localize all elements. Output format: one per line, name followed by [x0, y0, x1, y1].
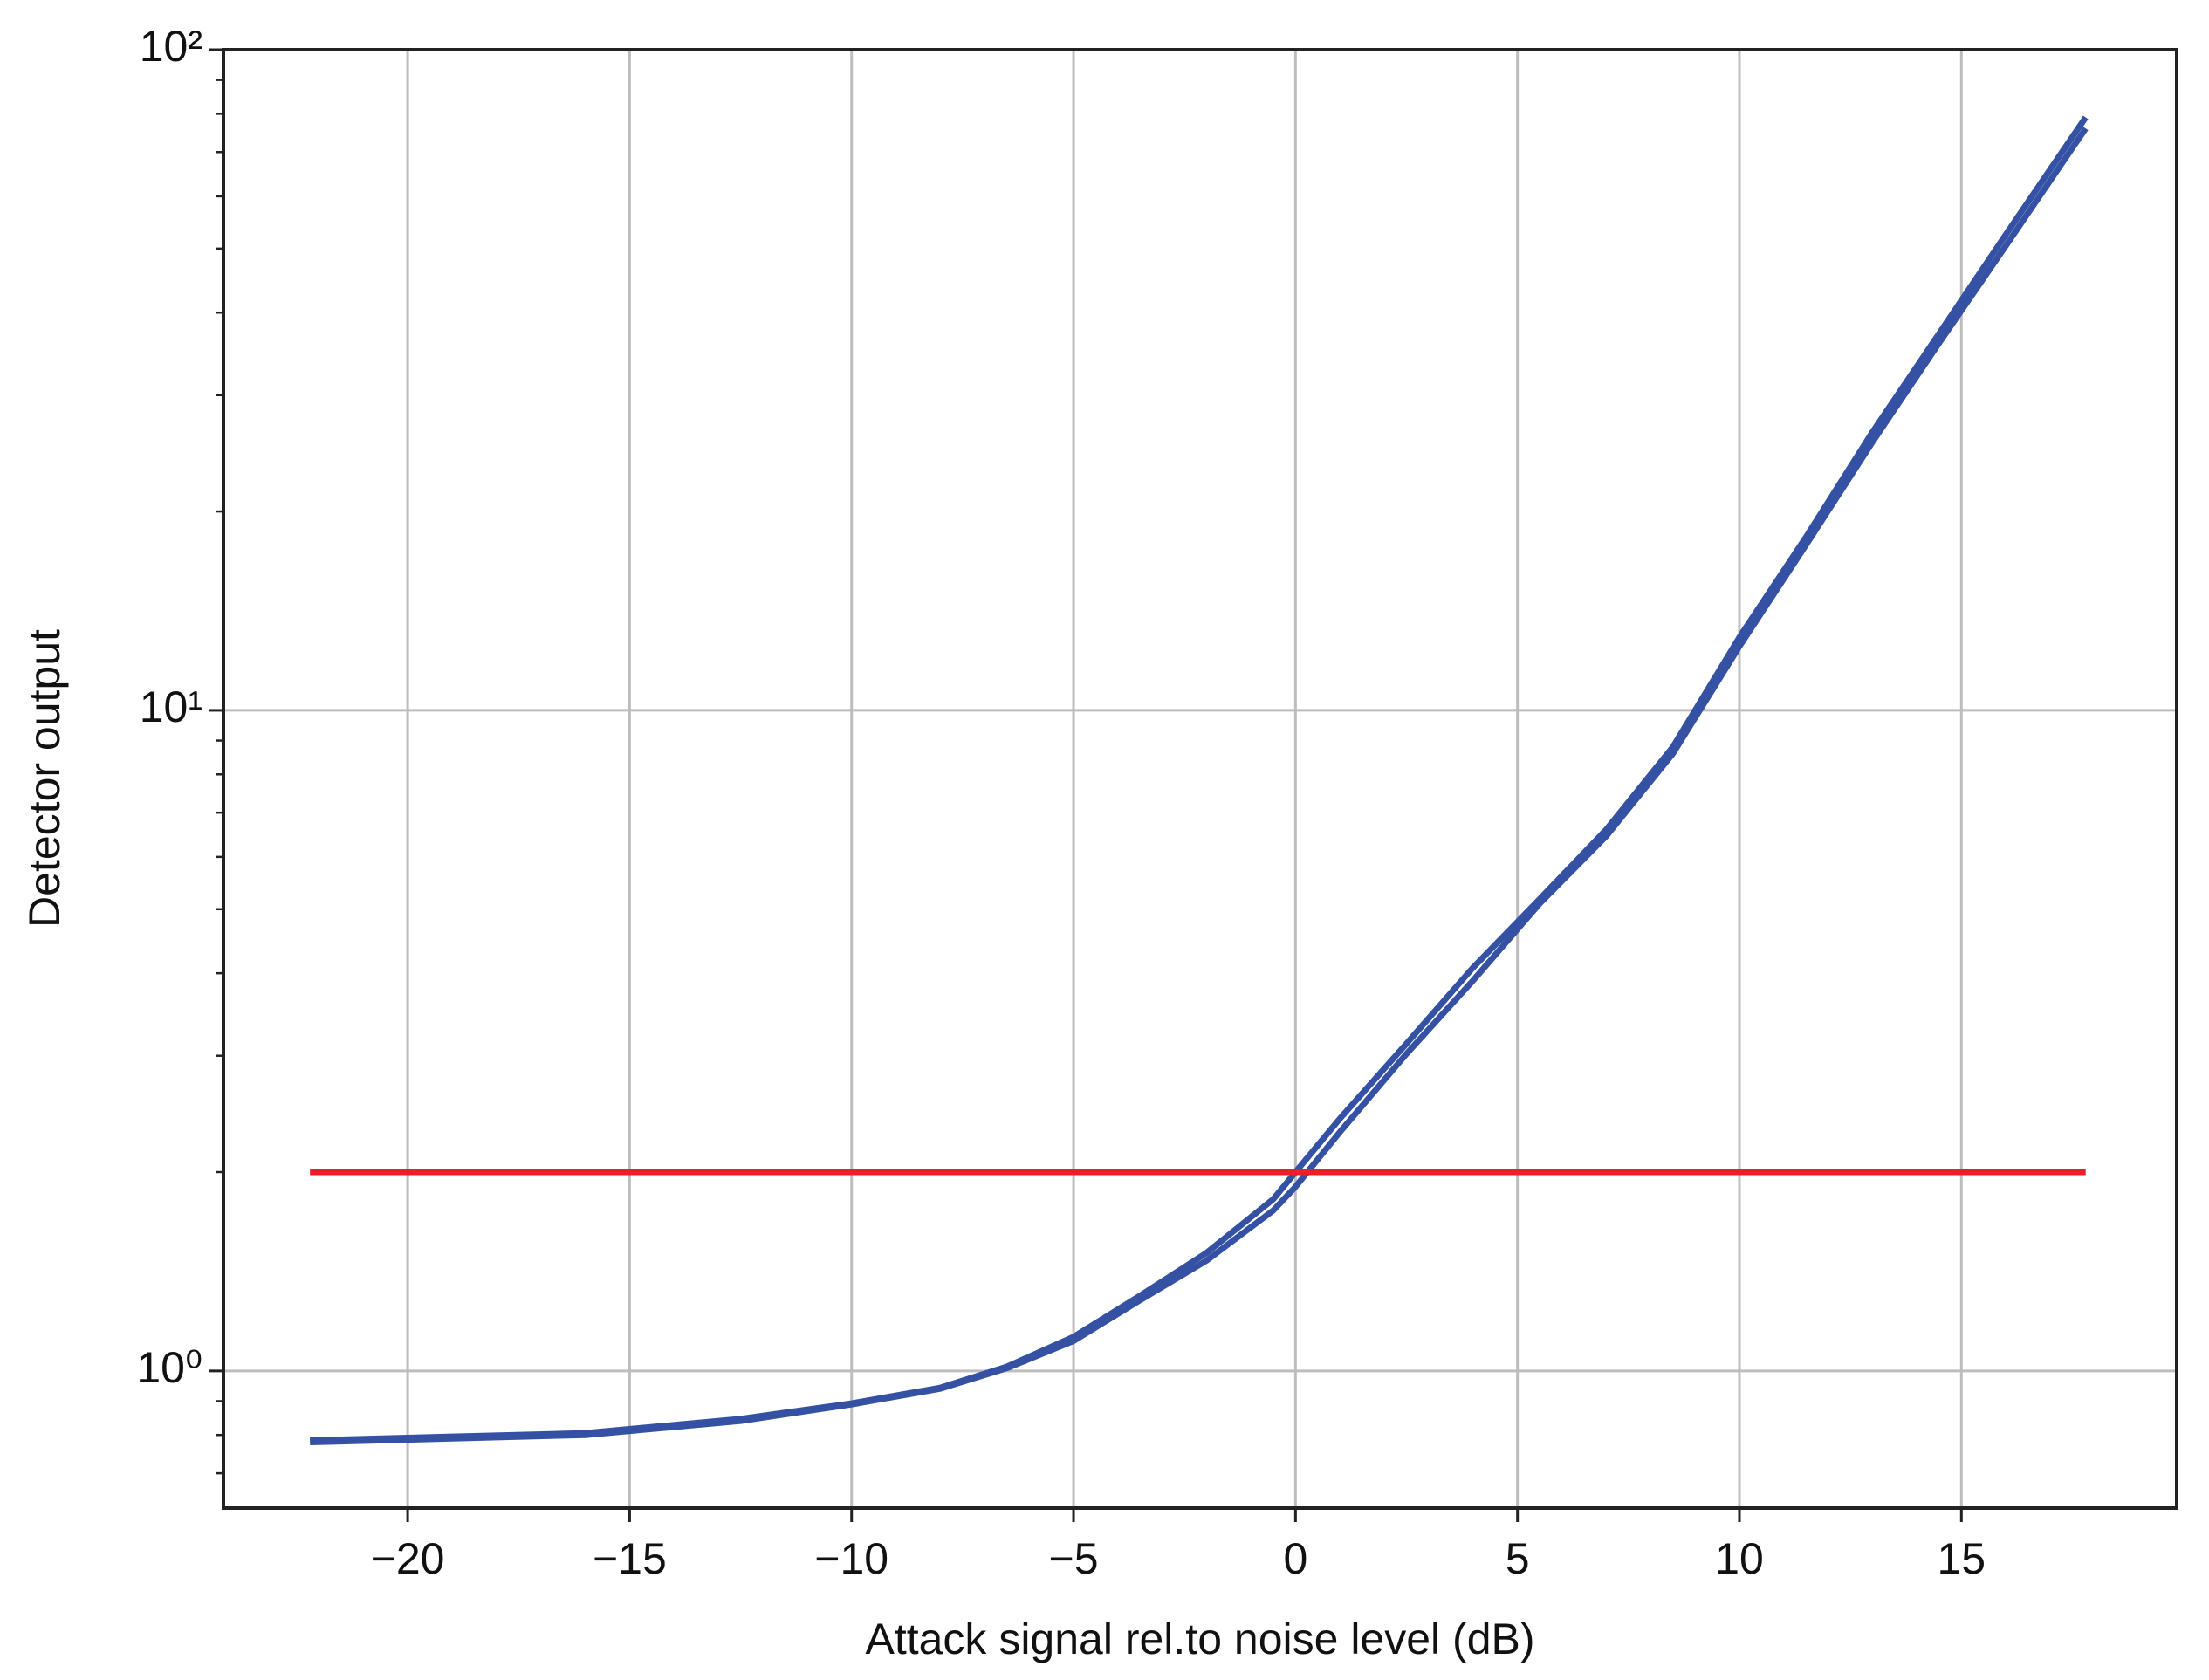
x-tick-label: −10: [814, 1534, 888, 1583]
x-tick-label: −15: [593, 1534, 667, 1583]
x-axis-label: Attack signal rel.to noise level (dB): [865, 1615, 1534, 1663]
data-line: [310, 127, 2089, 1446]
y-tick-label: 10²: [140, 22, 202, 71]
x-tick-label: 15: [1937, 1534, 1986, 1583]
y-tick-label: 10⁰: [136, 1343, 202, 1392]
x-tick-label: 0: [1283, 1534, 1307, 1583]
plot-frame: [222, 48, 2178, 1510]
x-tick-label: −5: [1049, 1534, 1099, 1583]
y-axis-label: Detector output: [20, 629, 69, 928]
y-tick-label: 10¹: [140, 682, 202, 731]
x-tick-label: 5: [1506, 1534, 1530, 1583]
data-line: [310, 115, 2089, 1443]
x-tick-label: −20: [371, 1534, 445, 1583]
x-tick-label: 10: [1715, 1534, 1764, 1583]
